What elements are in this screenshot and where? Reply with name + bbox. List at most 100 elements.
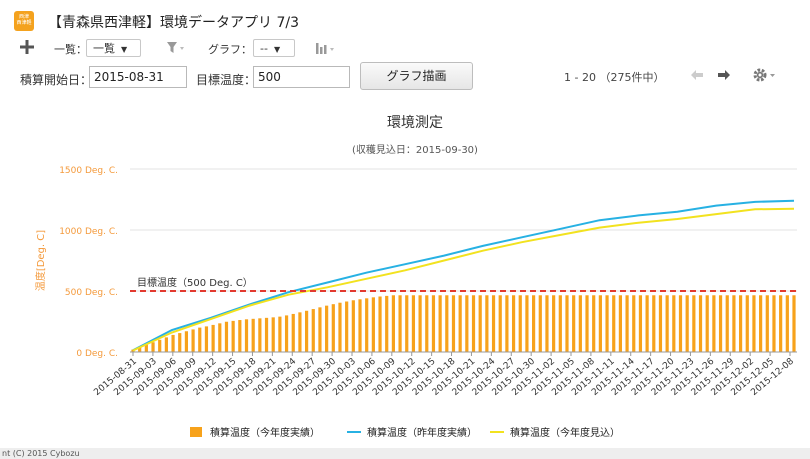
bar xyxy=(578,295,582,352)
bar xyxy=(258,318,262,352)
bar xyxy=(471,295,476,352)
legend-label: 積算温度（今年度見込） xyxy=(510,426,620,439)
bar xyxy=(665,295,669,352)
bar xyxy=(765,295,769,352)
y-tick-label: 1000 Deg. C. xyxy=(59,227,118,237)
plus-icon[interactable] xyxy=(20,40,34,54)
environment-chart: 環境測定 (収穫見込日：2015-09-30) 0 Deg. C. 500 Deg… xyxy=(34,115,797,439)
bar xyxy=(385,295,389,352)
bar xyxy=(572,295,576,352)
bar xyxy=(178,333,182,352)
bar xyxy=(198,327,202,352)
footer-copyright: nt (C) 2015 Cybozu xyxy=(0,448,810,459)
legend-swatch xyxy=(190,427,202,437)
bar xyxy=(365,298,369,352)
bar xyxy=(204,326,209,352)
bar xyxy=(191,329,195,352)
bar xyxy=(465,295,469,352)
bar xyxy=(325,305,329,352)
bar xyxy=(678,295,683,352)
bar xyxy=(632,295,636,352)
bar xyxy=(431,295,436,352)
bar xyxy=(211,324,215,352)
series-line xyxy=(132,207,795,352)
bar xyxy=(785,295,789,352)
bar xyxy=(705,295,709,352)
bar xyxy=(304,310,309,352)
view-select[interactable]: 一覧 ▼ xyxy=(86,39,141,57)
pager-range: 1 - 20 （275件中） xyxy=(564,71,665,84)
bar xyxy=(538,295,542,352)
bar xyxy=(284,315,289,352)
bar xyxy=(618,295,623,352)
bar xyxy=(725,295,729,352)
bar xyxy=(425,295,429,352)
legend-label: 積算温度（昨年度実績） xyxy=(367,426,477,439)
bar xyxy=(251,318,255,352)
bar xyxy=(278,316,282,352)
bar xyxy=(598,295,602,352)
bar xyxy=(652,295,656,352)
bar xyxy=(298,312,302,352)
bar xyxy=(458,295,462,352)
bar xyxy=(511,295,516,352)
arrow-left-icon[interactable] xyxy=(690,69,704,81)
bar xyxy=(732,295,736,352)
bar xyxy=(759,295,763,352)
bar xyxy=(672,295,676,352)
arrow-right-icon[interactable] xyxy=(717,69,731,81)
y-tick-label: 1500 Deg. C. xyxy=(59,166,118,176)
bar xyxy=(291,313,295,352)
bar xyxy=(605,295,609,352)
target-temp-input[interactable]: 500 xyxy=(253,66,350,88)
start-date-input[interactable]: 2015-08-31 xyxy=(89,66,187,88)
bar xyxy=(532,295,536,352)
bar xyxy=(378,296,382,352)
bar xyxy=(398,295,402,352)
y-tick-label: 500 Deg. C. xyxy=(65,288,118,298)
start-date-label: 積算開始日： xyxy=(20,73,93,87)
bar xyxy=(752,295,756,352)
bar xyxy=(264,317,269,352)
bar xyxy=(158,339,162,352)
bar xyxy=(491,295,496,352)
legend-label: 積算温度（今年度実績） xyxy=(210,426,320,439)
bar xyxy=(692,295,696,352)
page-title: 【青森県西津軽】環境データアプリ 7/3 xyxy=(48,15,299,31)
view-label: 一覧： xyxy=(54,43,87,56)
series-line xyxy=(132,199,795,352)
bar xyxy=(685,295,689,352)
funnel-icon[interactable] xyxy=(167,42,185,54)
bar xyxy=(518,295,522,352)
bar xyxy=(718,295,723,352)
bar xyxy=(318,307,322,352)
bar xyxy=(144,344,148,352)
bar xyxy=(779,295,783,352)
bar xyxy=(151,342,155,352)
bar xyxy=(612,295,616,352)
bar xyxy=(552,295,556,352)
bar xyxy=(545,295,549,352)
bar xyxy=(565,295,569,352)
bar-chart-icon[interactable] xyxy=(315,41,337,55)
bar xyxy=(171,334,175,352)
bar xyxy=(658,295,663,352)
bar xyxy=(351,300,355,352)
gear-icon[interactable] xyxy=(752,66,778,84)
bar xyxy=(478,295,482,352)
bar xyxy=(638,295,643,352)
graph-label: グラフ： xyxy=(208,43,252,56)
draw-graph-button[interactable]: グラフ描画 xyxy=(360,62,473,90)
bar xyxy=(358,299,362,352)
bar xyxy=(592,295,596,352)
bar xyxy=(498,295,502,352)
target-line-label: 目標温度（500 Deg. C） xyxy=(137,276,253,289)
app-icon: 西津 西津軽 xyxy=(14,11,34,31)
graph-select[interactable]: -- ▼ xyxy=(253,39,295,57)
bar xyxy=(244,319,249,352)
target-temp-label: 目標温度： xyxy=(196,73,257,87)
bar xyxy=(451,295,456,352)
bar xyxy=(331,304,335,352)
bar xyxy=(445,295,449,352)
bar xyxy=(131,349,135,352)
